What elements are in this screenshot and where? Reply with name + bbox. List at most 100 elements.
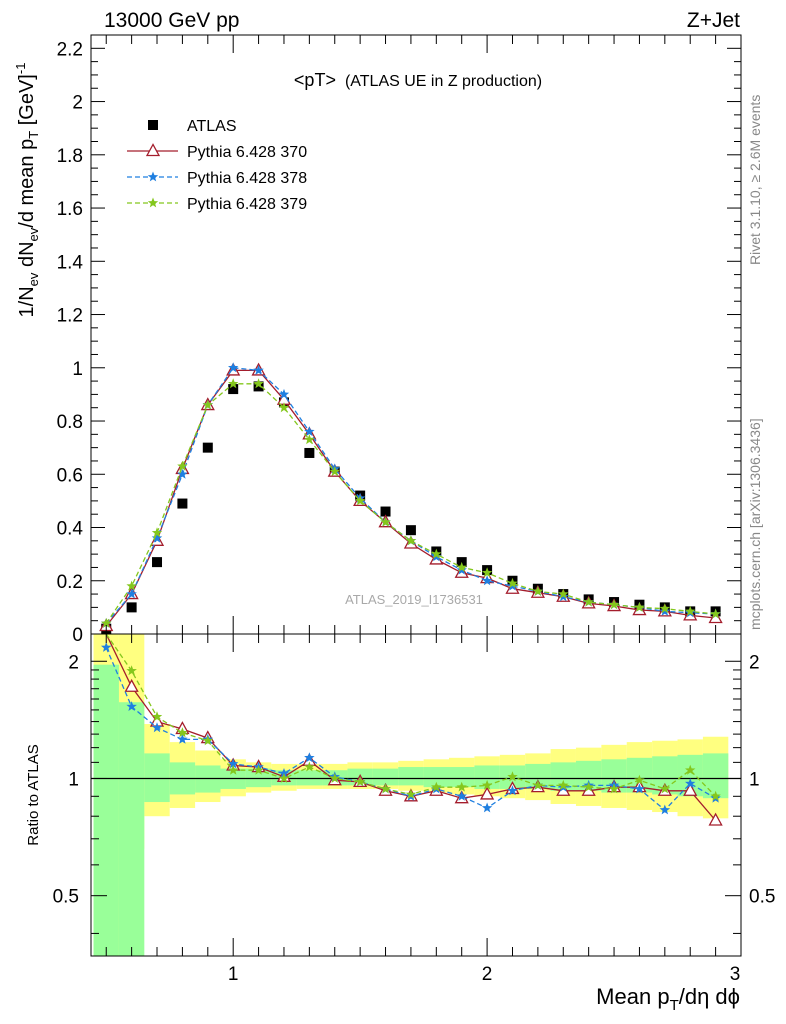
y-tick-label-7: 1.4 <box>57 252 84 273</box>
legend-marker-0 <box>148 120 158 130</box>
ratio-series-1-point-8 <box>304 752 315 763</box>
ratio-series-0-point-1 <box>124 678 139 692</box>
ratio-series-2-point-5 <box>228 764 239 775</box>
ylabel-part-b: ev <box>26 272 41 286</box>
ratio-series-2-point-4 <box>202 735 213 746</box>
ratio-series-1-point-7 <box>278 768 290 778</box>
xlabel-part-b: T <box>670 997 679 1014</box>
y-tick-label-9: 1.8 <box>57 146 83 167</box>
series-3-point-5 <box>228 378 239 389</box>
ratio-series-0-point-19 <box>581 782 596 796</box>
ratio-y-tick-label-right-2: 2 <box>749 652 760 673</box>
x-tick-label-2: 3 <box>730 964 741 985</box>
ratio-series-2-point-12 <box>405 788 417 799</box>
legend-label-1: Pythia 6.428 370 <box>187 144 307 161</box>
series-3-point-15 <box>481 567 493 578</box>
y-tick-label-11: 2.2 <box>57 39 83 60</box>
ratio-series-2-point-8 <box>304 761 315 772</box>
band-green-bin-15 <box>474 765 500 789</box>
header-left: 13000 GeV pp <box>104 9 239 32</box>
y-tick-label-2: 0.4 <box>57 519 84 540</box>
ratio-series-1-point-15 <box>481 802 493 813</box>
main-title: <pT> (ATLAS UE in Z production) <box>294 70 542 90</box>
series-2-point-8 <box>304 426 315 437</box>
ratio-series-2-point-1 <box>126 665 137 676</box>
uncertainty-band-green <box>93 664 729 956</box>
y-tick-label-6: 1.2 <box>57 306 83 327</box>
series-3-point-24 <box>710 608 721 619</box>
band-green-bin-13 <box>423 767 450 788</box>
y-tick-label-1: 0.2 <box>57 572 83 593</box>
y-tick-label-3: 0.6 <box>57 465 83 486</box>
y-tick-label-8: 1.6 <box>57 199 83 220</box>
series-3-point-2 <box>151 527 163 538</box>
band-green-bin-24 <box>702 753 729 799</box>
series-3-point-12 <box>405 535 417 546</box>
band-green-bin-14 <box>449 767 475 788</box>
series-3-point-9 <box>329 466 340 477</box>
ratio-series-2-point-16 <box>507 771 518 782</box>
series-3-point-22 <box>659 603 671 614</box>
y-tick-label-4: 0.8 <box>57 412 83 433</box>
legend-marker-2 <box>147 171 159 182</box>
ratio-series-1-point-23 <box>685 778 696 789</box>
ratio-series-1-point-1 <box>126 701 137 711</box>
ratio-series-2 <box>105 633 721 801</box>
xlabel-part-c: /dη dϕ <box>679 984 740 1009</box>
ratio-series-1-point-16 <box>507 785 518 796</box>
ratio-series-2-point-22 <box>659 783 671 794</box>
ratio-y-axis-label: Ratio to ATLAS <box>25 744 42 845</box>
ratio-series-2-point-19 <box>583 781 594 792</box>
legend-marker-3 <box>147 197 159 208</box>
legend-item-1: Pythia 6.428 370 <box>127 143 307 161</box>
series-2-point-6 <box>253 364 264 375</box>
band-green-bin-1 <box>118 702 145 956</box>
ratio-series-1-point-14 <box>456 790 467 801</box>
ratio-plot-area <box>91 633 741 956</box>
band-green-bin-0 <box>93 664 119 956</box>
main-subtitle-text: (ATLAS UE in Z production) <box>345 73 542 90</box>
x-tick-label-0: 1 <box>228 964 239 985</box>
y-tick-label-10: 2 <box>72 93 83 114</box>
series-3-point-20 <box>608 599 620 610</box>
series-3-point-18 <box>558 588 569 599</box>
series-3-point-17 <box>532 585 544 596</box>
series-3-point-19 <box>583 596 594 607</box>
ratio-series-2-point-3 <box>177 727 188 738</box>
ylabel-part-d: ev <box>26 227 41 241</box>
series-3-point-8 <box>304 434 315 445</box>
series-0-point-12 <box>405 525 416 536</box>
main-panel: 0 0.2 0.4 0.6 0.8 1 1.2 1.4 1.6 1.8 2 2.2 <pT> (ATL… <box>13 34 742 646</box>
series-3-point-21 <box>634 601 645 612</box>
series-0-point-5 <box>228 384 239 395</box>
series-3-point-6 <box>253 378 264 389</box>
ratio-panel-frame <box>90 633 742 957</box>
ratio-series-2-point-14 <box>456 781 467 792</box>
rivet-version-label: Rivet 3.1.10, ≥ 2.6M events <box>747 95 763 265</box>
xlabel-part-a: Mean p <box>596 984 669 1009</box>
series-2-point-5 <box>228 362 239 373</box>
series-3-point-3 <box>177 460 188 471</box>
ratio-y-tick-label-2: 2 <box>68 652 79 673</box>
ratio-series-2-point-10 <box>354 776 366 787</box>
series-2-point-7 <box>278 388 290 399</box>
series-3-point-7 <box>278 402 290 413</box>
ratio-series-2-point-9 <box>329 773 340 783</box>
main-title-text: <pT> <box>294 70 336 90</box>
ratio-series-1-point-5 <box>228 758 239 769</box>
y-tick-label-0: 0 <box>72 625 83 646</box>
ratio-series-1-point-0 <box>101 642 112 652</box>
legend-label-3: Pythia 6.428 379 <box>187 196 307 213</box>
main-axes: 0 0.2 0.4 0.6 0.8 1 1.2 1.4 1.6 1.8 2 2.2 <box>57 35 742 646</box>
series-3-point-14 <box>456 561 467 572</box>
mcplots-source-label: mcplots.cern.ch [arXiv:1306.3436] <box>747 418 763 630</box>
ratio-series-0-point-23 <box>683 782 698 796</box>
series-2-point-2 <box>151 532 163 543</box>
legend: ATLAS Pythia 6.428 370 Pythia 6.428 378 Pyt… <box>127 118 307 213</box>
series-3-point-23 <box>685 605 696 616</box>
ratio-series-0-point-15 <box>479 786 495 800</box>
ratio-series-2-point-7 <box>278 773 290 783</box>
series-3-point-10 <box>354 495 366 506</box>
band-green-bin-11 <box>372 768 399 786</box>
series-3-point-16 <box>507 577 518 588</box>
